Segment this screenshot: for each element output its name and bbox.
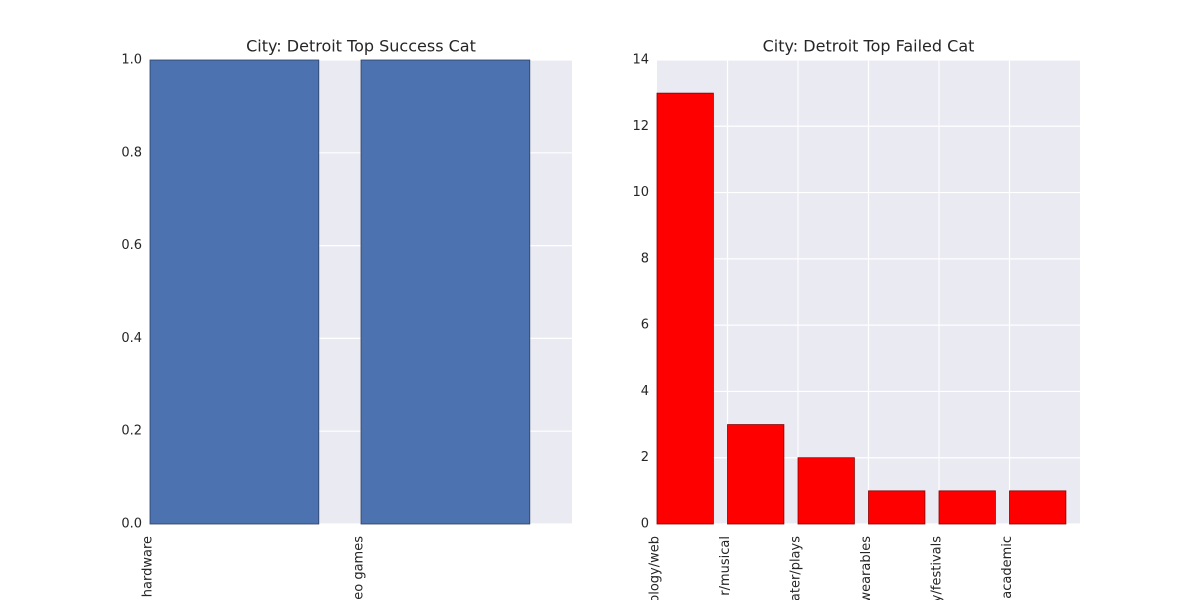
y-tick-label: 0 — [641, 517, 649, 532]
y-tick-label: 10 — [632, 185, 649, 200]
bar — [1009, 490, 1067, 525]
bar — [797, 457, 855, 525]
y-tick-label: 8 — [641, 251, 649, 266]
y-tick-label: 0.6 — [121, 238, 142, 253]
x-tick-label: eo games — [352, 536, 367, 600]
x-tick-label: ology/web — [648, 536, 663, 600]
x-tick-label: academic — [1000, 536, 1015, 599]
bar — [938, 490, 996, 525]
x-tick-label: wearables — [859, 536, 874, 600]
y-tick-label: 14 — [632, 53, 649, 68]
bar — [360, 59, 531, 525]
subplot: City: Detroit Top Failed Cat 0 2 4 6 8 10 12 14 o… — [632, 37, 1080, 600]
y-tick-label: 2 — [641, 450, 649, 465]
y-tick-label: 0.8 — [121, 145, 142, 160]
x-tick-label: y/festivals — [930, 536, 945, 600]
y-tick-label: 1.0 — [121, 53, 142, 68]
chart-title: City: Detroit Top Success Cat — [246, 37, 476, 56]
y-tick-label: 0.0 — [121, 517, 142, 532]
y-tick-label: 0.4 — [121, 331, 142, 346]
x-tick-label: ater/plays — [789, 536, 804, 600]
chart-title: City: Detroit Top Failed Cat — [763, 37, 975, 56]
x-tick-label: hardware — [141, 536, 156, 597]
subplot: City: Detroit Top Success Cat 0.0 0.2 0.4 0.… — [121, 37, 572, 600]
y-tick-label: 12 — [632, 119, 649, 134]
bar — [656, 92, 714, 525]
y-tick-label: 6 — [641, 318, 649, 333]
bar — [868, 490, 926, 525]
y-tick-label: 0.2 — [121, 424, 142, 439]
bar — [727, 424, 785, 525]
plots: City: Detroit Top Success Cat 0.0 0.2 0.4 0.… — [121, 37, 1080, 600]
bar — [149, 59, 320, 525]
x-tick-label: r/musical — [718, 536, 733, 596]
y-tick-label: 4 — [641, 384, 649, 399]
